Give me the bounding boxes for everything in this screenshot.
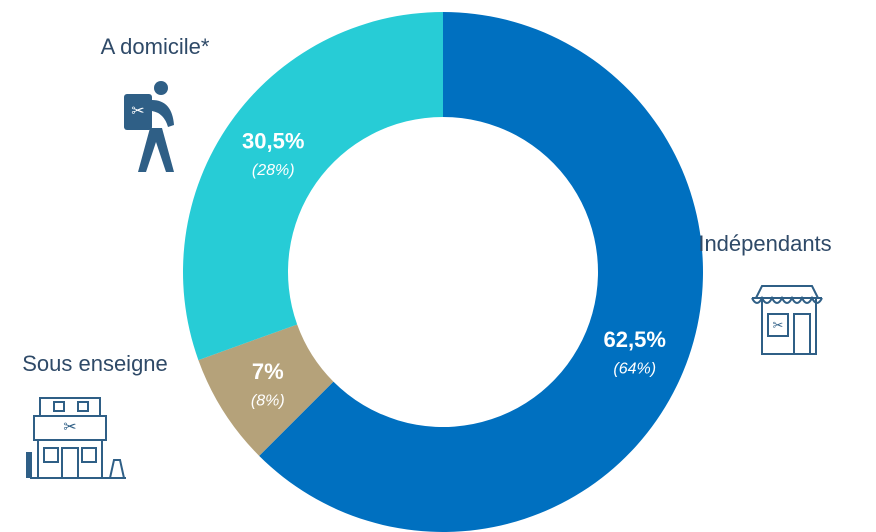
value-label: 7% bbox=[252, 359, 284, 384]
donut-slice bbox=[183, 12, 443, 361]
icon-chain-store: ✂ bbox=[26, 397, 126, 479]
secondary-value-label: (64%) bbox=[613, 361, 656, 378]
value-label: 62,5% bbox=[604, 327, 666, 352]
secondary-value-label: (8%) bbox=[251, 392, 285, 409]
svg-text:✂: ✂ bbox=[63, 419, 76, 436]
icon-shop: ✂ bbox=[751, 285, 823, 355]
icon-home-service: ✂ bbox=[124, 81, 174, 172]
svg-text:✂: ✂ bbox=[773, 317, 784, 332]
svg-text:✂: ✂ bbox=[131, 103, 144, 120]
donut-slice bbox=[198, 324, 334, 456]
donut-slice bbox=[259, 12, 703, 532]
category-label: Indépendants bbox=[698, 231, 831, 256]
secondary-value-label: (28%) bbox=[252, 162, 295, 179]
category-label: Sous enseigne bbox=[22, 351, 168, 376]
category-label: A domicile* bbox=[101, 34, 210, 59]
value-label: 30,5% bbox=[242, 128, 304, 153]
